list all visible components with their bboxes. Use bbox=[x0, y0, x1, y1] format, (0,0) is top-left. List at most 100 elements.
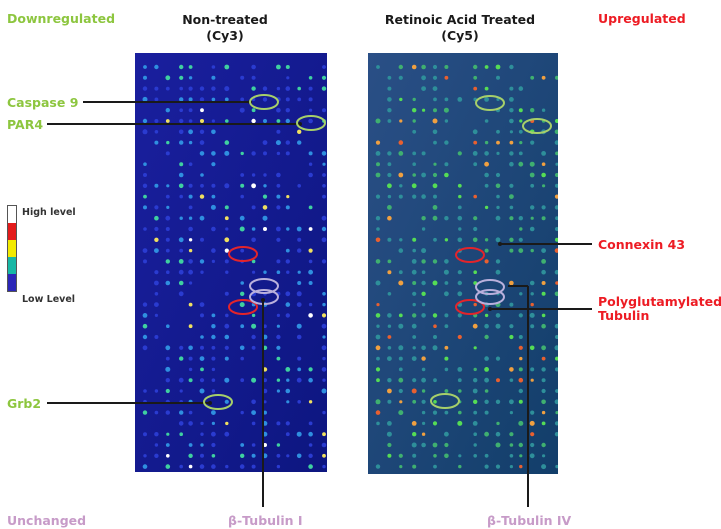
array-spot bbox=[142, 323, 148, 329]
array-spot bbox=[199, 97, 205, 102]
array-spot bbox=[541, 259, 546, 264]
array-spot bbox=[142, 410, 148, 415]
array-spot bbox=[251, 64, 256, 70]
array-spot bbox=[154, 313, 158, 317]
array-spot bbox=[457, 97, 463, 102]
array-spot bbox=[457, 378, 462, 383]
array-spot bbox=[276, 86, 281, 91]
array-spot bbox=[251, 334, 256, 340]
array-spot bbox=[518, 377, 524, 383]
array-spot bbox=[276, 172, 281, 178]
array-spot bbox=[165, 356, 170, 361]
array-spot bbox=[200, 270, 204, 274]
array-spot bbox=[484, 367, 489, 372]
array-spot bbox=[322, 302, 326, 307]
array-spot bbox=[166, 270, 170, 274]
array-spot bbox=[473, 86, 478, 91]
array-spot bbox=[308, 302, 313, 307]
array-spot bbox=[412, 399, 417, 404]
array-spot bbox=[224, 205, 229, 210]
array-spot bbox=[387, 313, 392, 318]
array-spot bbox=[200, 443, 204, 447]
array-spot bbox=[444, 238, 449, 242]
grb2-circle-cy3 bbox=[203, 394, 233, 410]
array-spot bbox=[179, 345, 184, 350]
array-spot bbox=[432, 129, 438, 135]
array-spot bbox=[398, 64, 403, 70]
array-spot bbox=[276, 345, 281, 350]
array-spot bbox=[509, 280, 514, 286]
array-spot bbox=[387, 237, 392, 242]
array-spot bbox=[432, 86, 438, 91]
array-spot bbox=[165, 410, 170, 415]
array-spot bbox=[276, 453, 281, 458]
array-spot bbox=[322, 173, 326, 177]
array-spot bbox=[432, 442, 438, 448]
array-spot bbox=[472, 323, 478, 329]
array-spot bbox=[421, 227, 426, 231]
array-spot bbox=[179, 410, 184, 415]
array-spot bbox=[224, 259, 229, 264]
array-spot bbox=[387, 205, 392, 210]
array-spot bbox=[473, 64, 478, 70]
array-spot bbox=[421, 259, 426, 264]
array-spot bbox=[224, 140, 230, 145]
array-spot bbox=[165, 443, 170, 447]
legend-teal-swatch bbox=[8, 257, 16, 274]
array-spot bbox=[143, 389, 147, 393]
array-spot bbox=[398, 172, 404, 178]
array-spot bbox=[296, 377, 302, 383]
array-spot bbox=[251, 399, 256, 405]
array-spot bbox=[411, 388, 417, 394]
array-spot bbox=[199, 388, 205, 394]
array-spot bbox=[530, 75, 535, 80]
array-spot bbox=[421, 356, 426, 361]
array-spot bbox=[239, 464, 245, 469]
array-spot bbox=[444, 172, 449, 178]
array-spot bbox=[375, 237, 381, 243]
array-spot bbox=[421, 270, 426, 274]
array-spot bbox=[495, 464, 501, 469]
array-spot bbox=[411, 183, 417, 189]
array-spot bbox=[322, 108, 326, 113]
array-spot bbox=[286, 378, 290, 382]
array-spot bbox=[211, 367, 216, 372]
array-spot bbox=[399, 400, 403, 404]
legend-red-swatch bbox=[8, 223, 16, 240]
array-spot bbox=[251, 421, 256, 426]
array-spot bbox=[509, 151, 514, 156]
array-spot bbox=[496, 151, 500, 155]
array-spot bbox=[200, 432, 204, 436]
array-spot bbox=[509, 161, 514, 167]
array-spot bbox=[308, 313, 313, 318]
array-spot bbox=[432, 183, 438, 189]
array-spot bbox=[308, 162, 313, 166]
array-spot bbox=[421, 345, 426, 351]
array-spot bbox=[142, 96, 148, 102]
array-spot bbox=[387, 356, 392, 361]
array-spot bbox=[444, 97, 449, 102]
array-spot bbox=[473, 226, 478, 232]
array-spot bbox=[143, 432, 147, 437]
array-spot bbox=[239, 345, 245, 351]
array-spot bbox=[484, 86, 489, 91]
array-spot bbox=[529, 345, 535, 351]
array-spot bbox=[285, 205, 290, 210]
array-spot bbox=[251, 410, 256, 415]
array-spot bbox=[308, 400, 313, 404]
array-spot bbox=[211, 324, 216, 329]
array-spot bbox=[495, 215, 501, 221]
array-spot bbox=[518, 399, 523, 404]
array-spot bbox=[432, 259, 438, 264]
array-spot bbox=[276, 378, 281, 382]
array-spot bbox=[375, 345, 381, 351]
array-spot bbox=[518, 237, 523, 242]
array-spot bbox=[188, 119, 193, 123]
array-spot bbox=[484, 65, 489, 69]
array-spot bbox=[484, 464, 489, 469]
array-spot bbox=[251, 151, 256, 156]
array-spot bbox=[308, 205, 313, 210]
array-spot bbox=[200, 453, 204, 458]
array-spot bbox=[519, 356, 523, 361]
